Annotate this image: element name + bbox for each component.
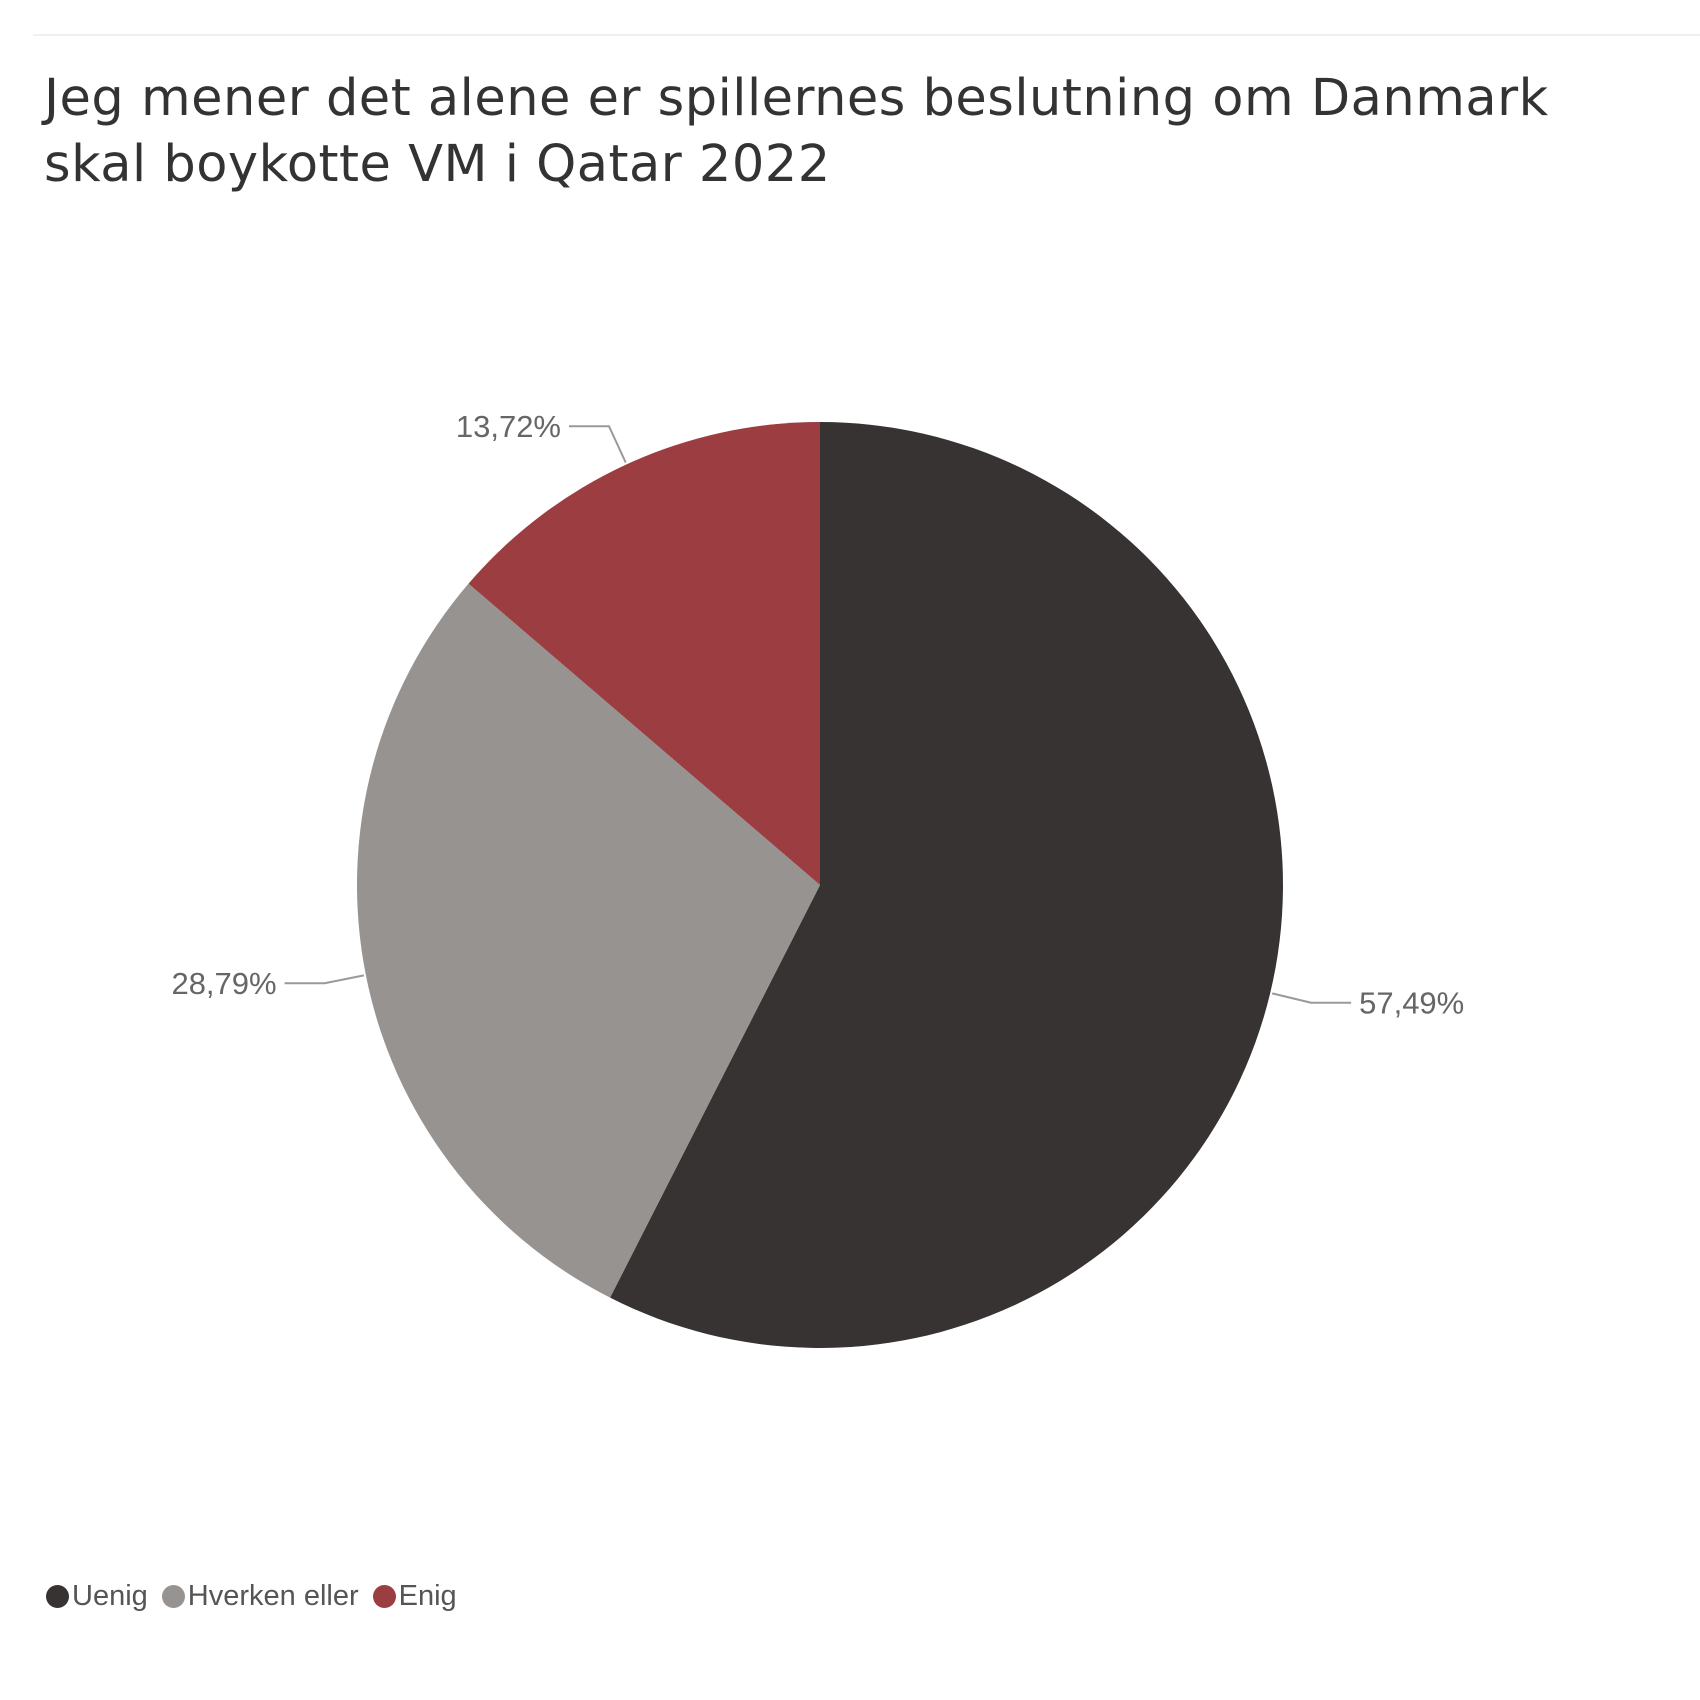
legend-dot-hverken-eller xyxy=(161,1585,185,1608)
legend-item-uenig[interactable]: Uenig xyxy=(46,1580,148,1613)
chart-title: Jeg mener det alene er spillernes beslut… xyxy=(44,66,1644,198)
data-label-enig: 13,72% xyxy=(456,409,561,444)
legend-item-hverken-eller[interactable]: Hverken eller xyxy=(161,1580,359,1613)
pie-slice-enig[interactable] xyxy=(468,422,821,885)
data-label-hverken-eller: 28,79% xyxy=(171,966,276,1001)
pie-slice-uenig[interactable] xyxy=(610,422,1283,1348)
pie-slice-hverken-eller[interactable] xyxy=(356,583,820,1298)
leader-line-hverken-eller xyxy=(284,974,365,985)
chart-title-line-1: Jeg mener det alene er spillernes beslut… xyxy=(44,69,1549,128)
top-rule xyxy=(33,34,1700,36)
legend: Uenig Hverken eller Enig xyxy=(46,1580,471,1613)
legend-dot-uenig xyxy=(46,1585,69,1608)
legend-dot-enig xyxy=(372,1585,396,1608)
leader-line-uenig xyxy=(1271,992,1352,1004)
leader-line-enig xyxy=(569,425,627,463)
chart-title-line-2: skal boykotte VM i Qatar 2022 xyxy=(44,135,831,194)
legend-label-enig: Enig xyxy=(398,1580,457,1612)
legend-item-enig[interactable]: Enig xyxy=(372,1580,457,1613)
legend-label-uenig: Uenig xyxy=(72,1580,148,1612)
legend-label-hverken-eller: Hverken eller xyxy=(187,1580,359,1612)
data-label-uenig: 57,49% xyxy=(1359,986,1464,1021)
